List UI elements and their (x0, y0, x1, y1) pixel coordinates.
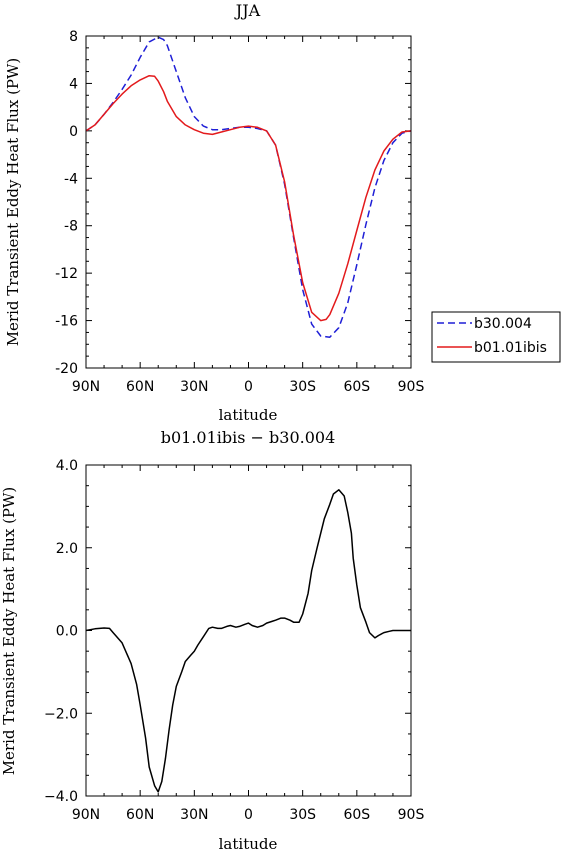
bottom-chart-title: b01.01ibis − b30.004 (161, 428, 336, 447)
top-y-tick-label: -4 (64, 171, 78, 187)
bottom-y-tick-label: 2.0 (56, 541, 78, 557)
top-series-line-b30-004 (85, 36, 412, 338)
bottom-series-group (85, 489, 411, 793)
bottom-x-axis-label: latitude (219, 835, 278, 851)
bottom-series-line-series-0 (85, 489, 411, 793)
legend-label-b01-01ibis: b01.01ibis (474, 340, 547, 356)
bottom-y-axis-label: Merid Transient Eddy Heat Flux (PW) (0, 487, 18, 776)
top-y-tick-label: -8 (64, 219, 78, 235)
top-y-axis: 8 4 0 -4 -8 -12 -16 -20 (55, 29, 411, 377)
bottom-y-tick-label: −4.0 (44, 789, 78, 805)
top-legend: b30.004 b01.01ibis (431, 311, 561, 363)
bottom-y-axis: 4.0 2.0 0.0 −2.0 −4.0 (44, 458, 411, 805)
bottom-x-tick-label: 0 (244, 807, 253, 823)
bottom-x-tick-label: 60S (343, 807, 370, 823)
top-x-axis: 90N 60N 30N 0 30S 60S 90S (72, 36, 425, 395)
top-y-tick-label: 8 (69, 29, 78, 45)
bottom-x-tick-label: 90S (398, 807, 425, 823)
top-y-tick-label: 0 (69, 124, 78, 140)
top-x-tick-label: 60N (126, 379, 154, 395)
top-x-tick-label: 0 (244, 379, 253, 395)
top-x-tick-label: 90N (72, 379, 100, 395)
bottom-y-tick-label: −2.0 (44, 706, 78, 722)
top-series-group (85, 36, 412, 338)
top-series-line-b01-01ibis (85, 74, 412, 322)
top-y-axis-label: Merid Transient Eddy Heat Flux (PW) (4, 58, 22, 347)
top-plot-frame (85, 35, 412, 369)
bottom-x-tick-label: 30N (180, 807, 208, 823)
bottom-y-tick-label: 0.0 (56, 624, 78, 640)
top-x-tick-label: 90S (398, 379, 425, 395)
bottom-x-axis: 90N 60N 30N 0 30S 60S 90S (72, 465, 425, 823)
top-y-tick-label: 4 (69, 76, 78, 92)
top-y-tick-label: -12 (55, 266, 78, 282)
legend-frame (431, 311, 561, 363)
top-x-tick-label: 30N (180, 379, 208, 395)
bottom-x-tick-label: 60N (126, 807, 154, 823)
top-x-tick-label: 60S (343, 379, 370, 395)
legend-label-b30-004: b30.004 (474, 316, 532, 332)
top-y-tick-label: -20 (55, 361, 78, 377)
top-chart-title: JJA (234, 1, 261, 20)
bottom-x-tick-label: 90N (72, 807, 100, 823)
bottom-x-tick-label: 30S (289, 807, 316, 823)
bottom-y-tick-label: 4.0 (56, 458, 78, 474)
top-chart-jja: JJA 8 4 0 -4 -8 -12 -16 -20 90N 60N 30N 0 30S 60S 90S… (4, 1, 561, 424)
top-x-axis-label: latitude (219, 406, 278, 424)
bottom-plot-frame (85, 464, 412, 797)
top-x-tick-label: 30S (289, 379, 316, 395)
top-y-tick-label: -16 (55, 314, 78, 330)
bottom-chart-difference: b01.01ibis − b30.004 4.0 2.0 0.0 −2.0 −4.0 9… (0, 428, 424, 851)
